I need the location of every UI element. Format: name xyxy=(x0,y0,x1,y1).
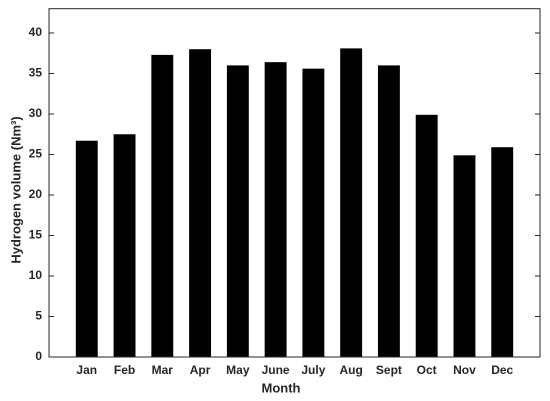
x-tick-label: Jan xyxy=(76,363,97,377)
x-tick-label: May xyxy=(226,363,250,377)
y-tick-label: 0 xyxy=(35,349,42,363)
x-tick-label: Aug xyxy=(339,363,362,377)
x-tick-label: June xyxy=(262,363,290,377)
bar xyxy=(491,147,514,357)
x-tick-label: Sept xyxy=(376,363,402,377)
bar xyxy=(415,114,438,357)
bar xyxy=(340,48,363,357)
x-tick-label: July xyxy=(301,363,325,377)
x-axis-label: Month xyxy=(262,380,301,395)
bar xyxy=(264,62,287,357)
bar xyxy=(75,140,98,357)
y-tick-label: 10 xyxy=(29,268,43,282)
x-tick-label: Nov xyxy=(453,363,476,377)
y-tick-label: 20 xyxy=(29,187,43,201)
bar xyxy=(453,155,476,357)
y-tick-label: 30 xyxy=(29,106,43,120)
bar xyxy=(113,134,136,357)
x-tick-label: Oct xyxy=(417,363,437,377)
x-tick-label: Feb xyxy=(114,363,135,377)
y-tick-label: 35 xyxy=(29,66,43,80)
bar xyxy=(151,54,174,358)
y-tick-label: 5 xyxy=(35,309,42,323)
y-tick-label: 25 xyxy=(29,147,43,161)
x-tick-label: Mar xyxy=(152,363,174,377)
y-tick-label: 40 xyxy=(29,25,43,39)
bar xyxy=(226,65,249,358)
plot-frame xyxy=(48,8,541,358)
y-axis-label: Hydrogen volume (Nm³) xyxy=(8,116,23,263)
bar xyxy=(302,68,325,357)
bar xyxy=(189,49,212,357)
x-tick-label: Dec xyxy=(491,363,513,377)
y-tick-label: 15 xyxy=(29,228,43,242)
bar xyxy=(377,65,400,358)
x-tick-label: Apr xyxy=(190,363,211,377)
